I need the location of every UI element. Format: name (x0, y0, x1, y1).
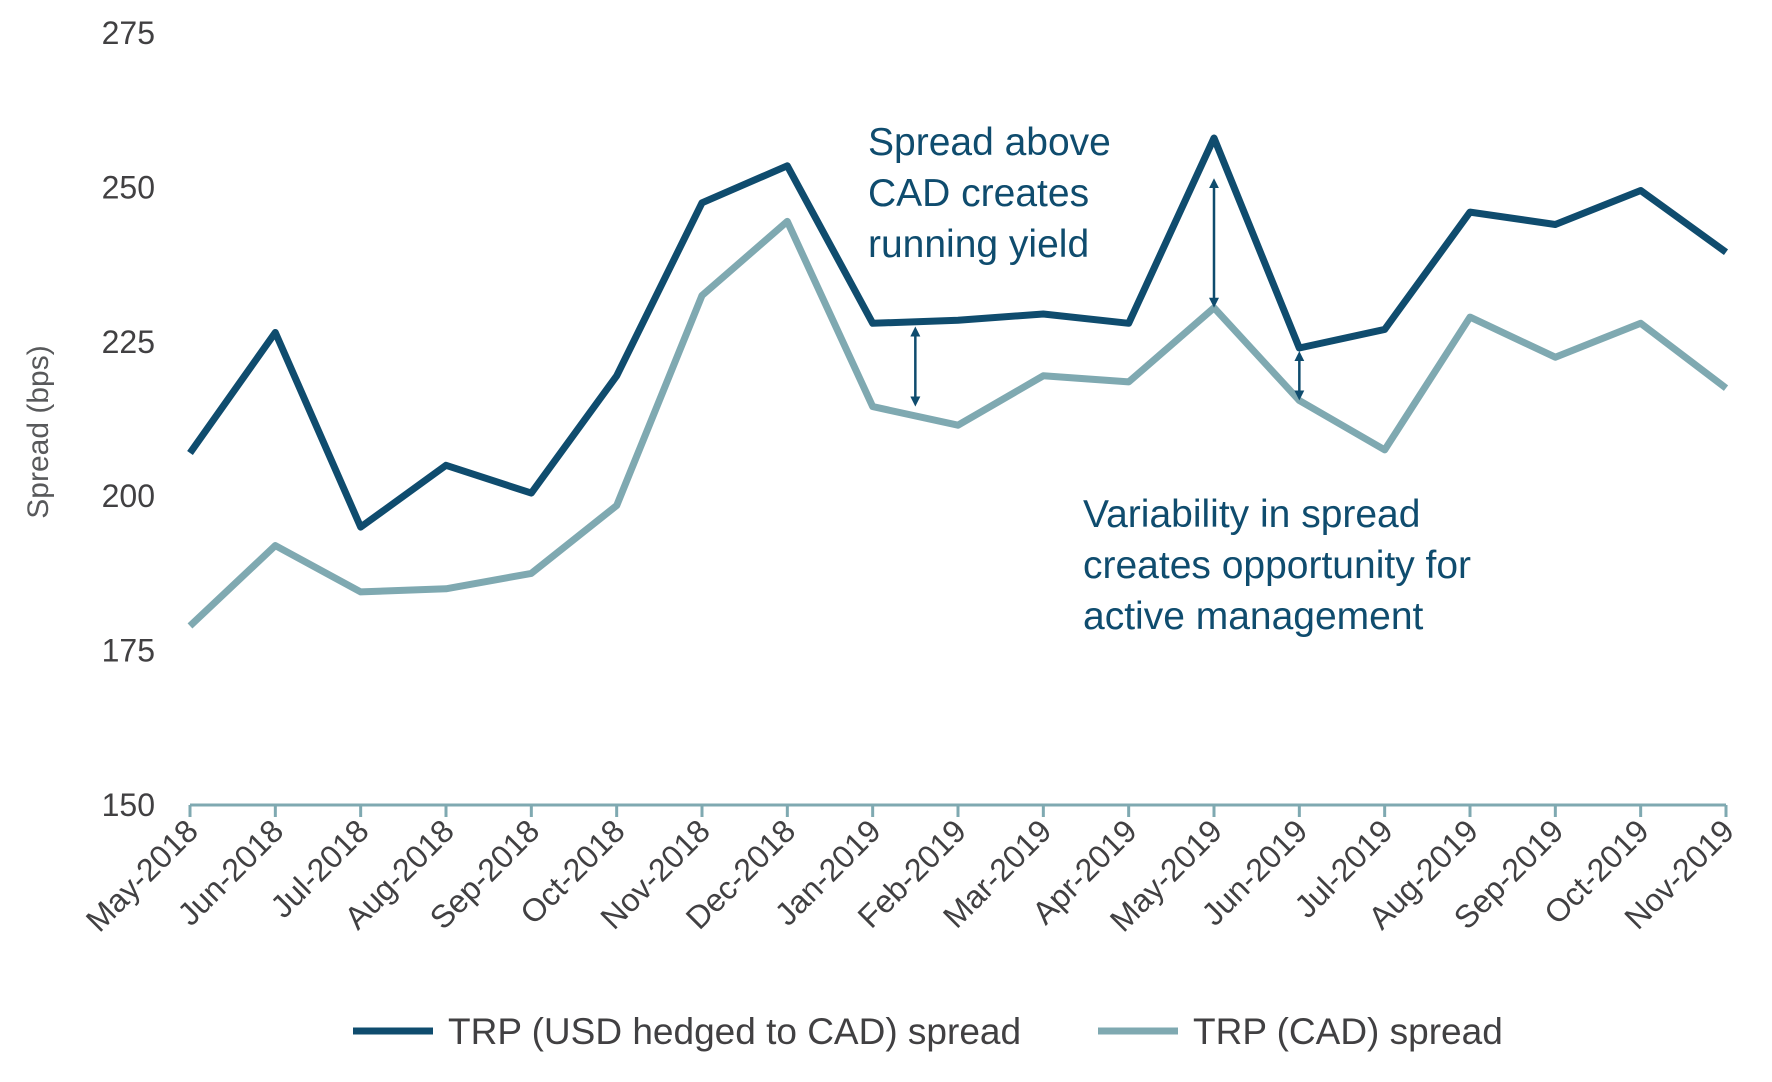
annotation-line: running yield (868, 223, 1089, 266)
annotation-0: Spread above CAD creates running yield (868, 121, 1111, 266)
plot-series (187, 134, 1729, 629)
annotation-line: Variability in spread (1083, 493, 1420, 536)
y-tick-label: 250 (102, 169, 155, 205)
legend-label: TRP (USD hedged to CAD) spread (448, 1011, 1021, 1052)
series-0 (187, 134, 1729, 531)
legend: TRP (USD hedged to CAD) spread TRP (CAD) … (353, 1011, 1503, 1052)
legend-item-0: TRP (USD hedged to CAD) spread (353, 1011, 1021, 1052)
annotation-line: Spread above (868, 121, 1111, 164)
y-axis: 150 175 200 225 250 275 (102, 15, 155, 823)
y-tick-label: 150 (102, 787, 155, 823)
spread-arrows (910, 178, 1305, 407)
y-tick-label: 225 (102, 324, 155, 360)
y-tick-label: 275 (102, 15, 155, 51)
series-line-1 (187, 217, 1729, 629)
annotation-line: CAD creates (868, 172, 1089, 215)
annotation-line: active management (1083, 595, 1424, 638)
annotation-line: creates opportunity for (1083, 544, 1471, 587)
annotations: Spread above CAD creates running yield Vari… (868, 121, 1471, 638)
series-1 (187, 217, 1729, 629)
y-tick-label: 200 (102, 478, 155, 514)
y-tick-label: 175 (102, 633, 155, 669)
y-axis-label: Spread (bps) (22, 345, 55, 518)
x-axis: May-2018Jun-2018Jul-2018Aug-2018Sep-2018… (79, 803, 1741, 939)
legend-item-1: TRP (CAD) spread (1098, 1011, 1503, 1052)
legend-label: TRP (CAD) spread (1193, 1011, 1503, 1052)
annotation-1: Variability in spread creates opportunity… (1083, 493, 1471, 638)
